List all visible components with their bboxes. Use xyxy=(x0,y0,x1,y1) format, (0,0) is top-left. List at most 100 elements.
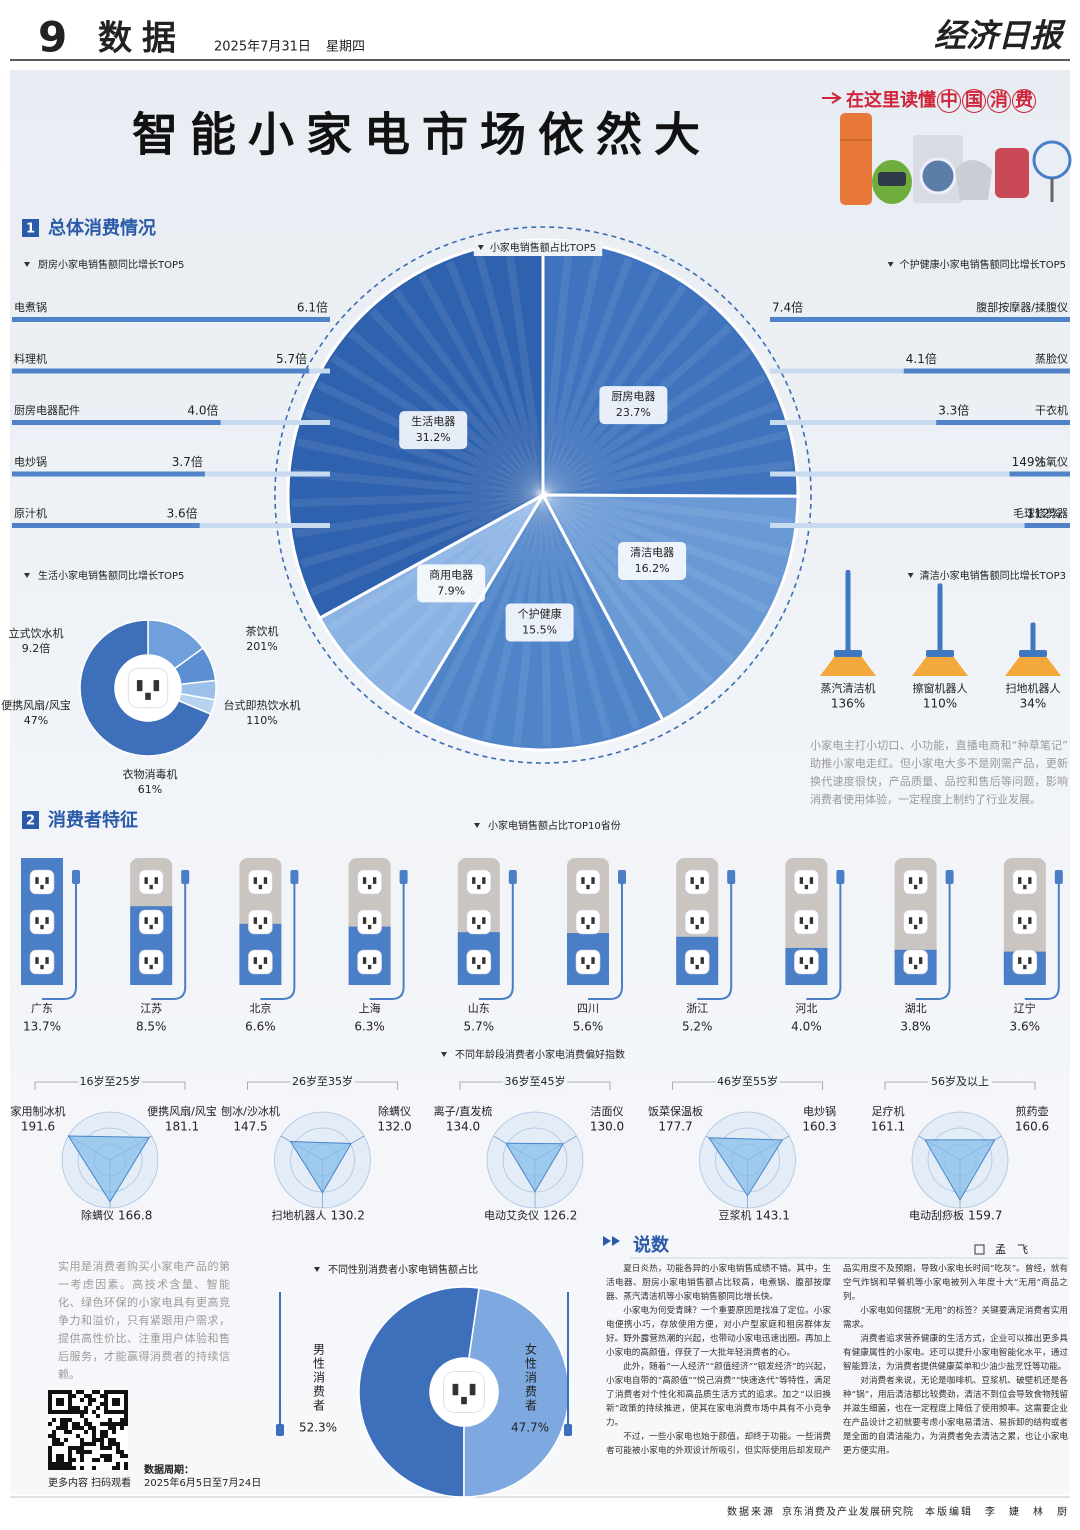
bar-label: 料理机 xyxy=(14,352,47,366)
weekday: 星期四 xyxy=(326,40,365,55)
qr-cell xyxy=(104,1430,108,1434)
qr-cell xyxy=(88,1422,92,1426)
socket-hole xyxy=(804,924,809,930)
socket xyxy=(1012,869,1038,895)
broom-head xyxy=(1005,652,1061,676)
slice-label: 生活电器 xyxy=(411,414,455,428)
radar-label: 家用制冰机 xyxy=(11,1104,66,1118)
socket-hole xyxy=(581,957,585,964)
socket xyxy=(1012,949,1038,975)
qr-cell xyxy=(80,1390,84,1394)
chart-title-bg xyxy=(473,240,603,256)
socket-hole xyxy=(45,957,49,964)
socket-hole xyxy=(690,957,694,964)
qr-cell xyxy=(88,1442,92,1446)
socket-hole xyxy=(918,877,923,884)
qr-cell xyxy=(80,1442,84,1446)
date: 2025年7月31日 xyxy=(214,40,311,55)
bar-value: 4.1倍 xyxy=(906,351,937,366)
qr-cell xyxy=(108,1418,112,1422)
bar-value: 149% xyxy=(1012,455,1046,469)
qr-cell xyxy=(120,1450,124,1454)
slice-value: 23.7% xyxy=(616,406,651,419)
socket-hole xyxy=(367,924,372,930)
group-label: 46岁至55岁 xyxy=(717,1074,778,1088)
socket-hole xyxy=(918,957,923,964)
qr-cell xyxy=(72,1426,76,1430)
qr-cell xyxy=(80,1410,84,1414)
qr-cell xyxy=(56,1442,60,1446)
qr-cell xyxy=(88,1402,92,1406)
qr-cell xyxy=(48,1422,52,1426)
socket xyxy=(29,869,55,895)
slice-value: 31.2% xyxy=(416,431,451,444)
slice-label: 厨房电器 xyxy=(611,390,655,403)
section-number: 2 xyxy=(26,814,35,829)
banner: 在这里读懂中国消费 xyxy=(846,86,1036,113)
slice-label-bg xyxy=(399,411,468,450)
qr-cell xyxy=(56,1426,60,1430)
province-label: 河北 xyxy=(795,1002,817,1015)
socket-hole xyxy=(362,877,367,884)
qr-cell xyxy=(92,1398,96,1402)
qr-cell xyxy=(116,1422,120,1426)
province-label: 广东 xyxy=(31,1002,53,1015)
bar-value: 5.7倍 xyxy=(276,351,307,366)
socket-hole xyxy=(469,1383,476,1396)
socket-hole xyxy=(695,964,699,970)
qr-cell xyxy=(96,1438,100,1442)
cord xyxy=(806,884,842,1000)
qr-cell xyxy=(72,1466,76,1470)
footer-editors: 李 婕 林 厨 xyxy=(985,1505,1069,1518)
cord xyxy=(1024,884,1060,1000)
socket-hole xyxy=(263,957,268,964)
socket xyxy=(443,1371,485,1413)
qr-cell xyxy=(84,1422,88,1426)
pie-ray xyxy=(310,491,545,597)
pie-ray xyxy=(425,493,547,721)
socket-hole xyxy=(149,884,153,890)
socket-hole xyxy=(35,957,39,964)
socket-hole xyxy=(35,877,39,884)
province-value: 5.7% xyxy=(464,1020,495,1034)
pie-ray xyxy=(300,491,545,568)
qr-cell xyxy=(92,1434,96,1438)
bar-track xyxy=(770,523,1070,528)
broom-handle xyxy=(937,583,943,652)
qr-cell xyxy=(124,1466,128,1470)
radar-value: 134.0 xyxy=(446,1120,480,1134)
radar-label: 便携风扇/风宝 xyxy=(147,1104,217,1118)
slice-label-bg xyxy=(505,603,574,642)
qr-cell xyxy=(60,1410,64,1414)
socket-hole xyxy=(472,877,476,884)
qr-cell xyxy=(124,1418,128,1422)
qr-cell xyxy=(68,1410,72,1414)
socket-hole xyxy=(1018,957,1022,964)
radar-label: 刨冰/沙冰机 xyxy=(221,1104,280,1118)
qr-cell xyxy=(80,1466,84,1470)
qr-cell xyxy=(108,1458,112,1462)
qr-cell xyxy=(72,1406,76,1410)
donut-value: 9.2倍 xyxy=(22,641,51,655)
pie-ray xyxy=(539,244,574,496)
qr-cell xyxy=(56,1454,60,1458)
plug xyxy=(508,870,517,884)
socket-hole xyxy=(40,964,44,970)
plug xyxy=(276,1424,284,1436)
socket-hole xyxy=(372,957,377,964)
broom-label: 蒸汽清洁机 xyxy=(821,681,876,695)
qr-cell xyxy=(76,1390,80,1394)
socket-hole xyxy=(263,877,268,884)
socket-hole xyxy=(1018,877,1022,884)
bar-value: 7.4倍 xyxy=(772,300,803,315)
paragraph: 小家电主打小切口、小功能，直播电商和“种草笔记”助推小家电走红。但小家电大多不是… xyxy=(810,739,1068,806)
qr-cell xyxy=(68,1458,72,1462)
socket-hole xyxy=(477,924,481,930)
author-mark xyxy=(974,1244,985,1255)
province-label: 北京 xyxy=(249,1001,271,1015)
qr-cell xyxy=(80,1438,84,1442)
province-value: 3.6% xyxy=(1010,1020,1041,1034)
data-period: 2025年6月5日至7月24日 xyxy=(144,1476,261,1489)
chart-title: 个护健康小家电销售额同比增长TOP5 xyxy=(900,258,1066,271)
socket xyxy=(466,949,492,975)
